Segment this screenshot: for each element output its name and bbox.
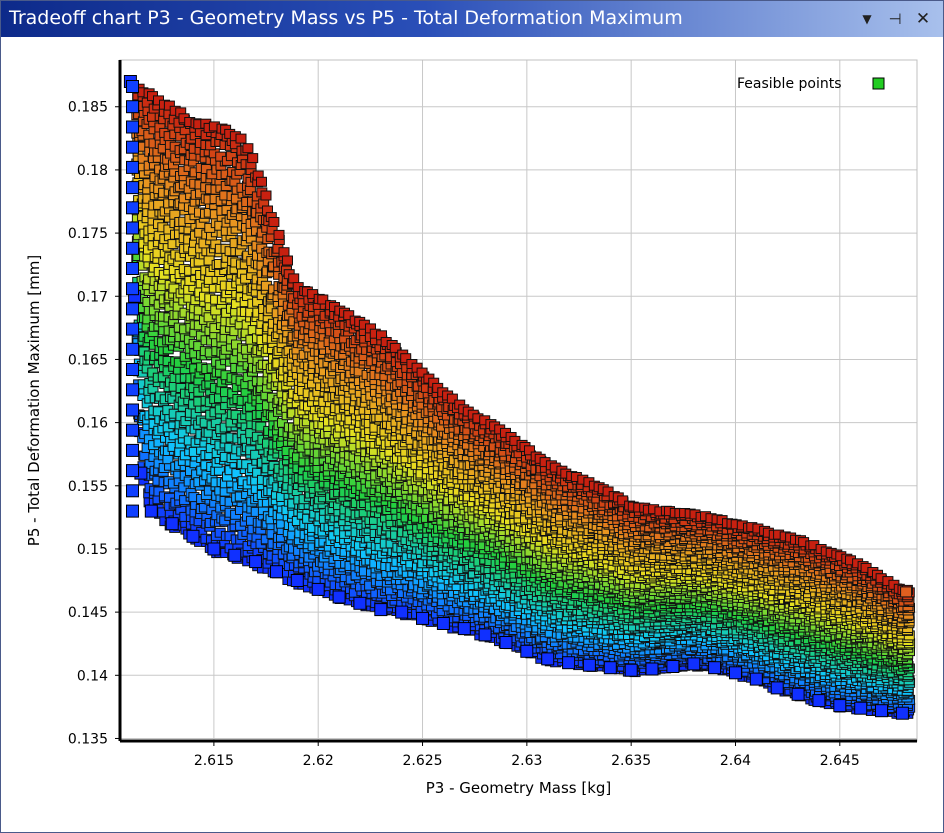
close-icon[interactable]: ✕ bbox=[915, 9, 931, 29]
feasible-points-series[interactable] bbox=[123, 75, 916, 720]
plot-area: 2.615 2.62 2.625 2.63 2.635 2.64 2.645 0.185 0.… bbox=[1, 38, 943, 832]
pin-icon[interactable]: ⊣ bbox=[888, 10, 902, 28]
window-titlebar[interactable]: Tradeoff chart P3 - Geometry Mass vs P5 … bbox=[1, 1, 943, 37]
window-title: Tradeoff chart P3 - Geometry Mass vs P5 … bbox=[9, 7, 683, 29]
dropdown-menu-icon[interactable]: ▼ bbox=[862, 12, 872, 26]
tradeoff-scatter-chart[interactable]: 2.615 2.62 2.625 2.63 2.635 2.64 2.645 0.1850.… bbox=[1, 38, 943, 832]
